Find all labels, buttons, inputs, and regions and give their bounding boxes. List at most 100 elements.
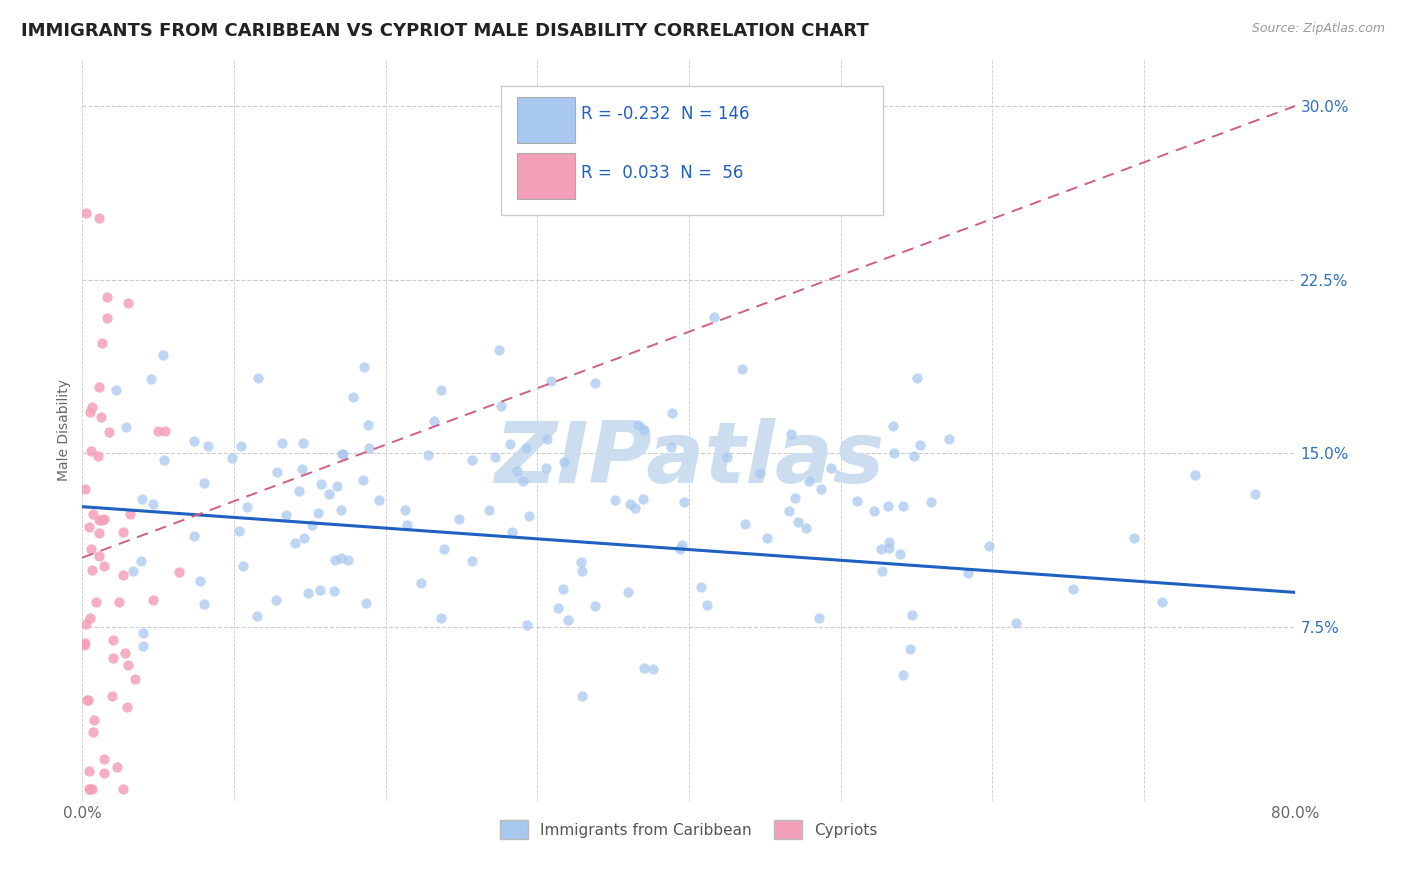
Point (96, 310, 118, 325)
Point (101, 689, 124, 703)
Point (284, 536, 307, 550)
Point (271, 436, 294, 450)
Point (668, 541, 690, 556)
Text: R = -0.232  N = 146: R = -0.232 N = 146 (581, 104, 749, 123)
Point (938, 432, 960, 446)
Point (433, 542, 456, 557)
Point (288, 484, 311, 499)
Text: IMMIGRANTS FROM CARIBBEAN VS CYPRIOT MALE DISABILITY CORRELATION CHART: IMMIGRANTS FROM CARIBBEAN VS CYPRIOT MAL… (21, 22, 869, 40)
Point (153, 453, 176, 467)
Point (810, 483, 832, 497)
Point (153, 425, 176, 439)
Point (903, 450, 925, 464)
Text: ZIPatlas: ZIPatlas (494, 418, 884, 501)
Point (460, 453, 482, 467)
Point (794, 521, 817, 535)
Point (696, 599, 718, 613)
Point (75, 636, 97, 650)
Point (352, 473, 374, 487)
Point (870, 565, 893, 579)
Point (77, 519, 100, 533)
Point (547, 601, 569, 615)
Point (336, 553, 359, 567)
Point (353, 359, 375, 374)
Point (232, 558, 254, 573)
Point (901, 608, 924, 623)
Point (77, 782, 100, 797)
Point (603, 493, 626, 508)
Point (96, 290, 118, 304)
Point (478, 503, 501, 517)
Point (77, 764, 100, 778)
Point (551, 582, 574, 596)
Point (883, 446, 905, 460)
Point (236, 500, 259, 514)
Point (90, 410, 112, 425)
Point (87, 549, 110, 563)
Point (247, 371, 270, 385)
Point (430, 383, 453, 397)
Point (82, 507, 104, 521)
Point (323, 584, 346, 599)
Point (889, 548, 911, 562)
Point (395, 517, 418, 532)
Point (571, 564, 593, 578)
Point (1005, 616, 1028, 631)
Point (863, 504, 886, 518)
Point (307, 507, 329, 521)
Point (409, 575, 432, 590)
Point (84, 595, 107, 609)
Point (105, 760, 128, 774)
Point (75, 482, 97, 496)
Point (274, 508, 297, 522)
Point (553, 455, 575, 469)
Point (76, 692, 98, 706)
Point (117, 296, 139, 310)
Point (142, 593, 165, 607)
Point (330, 503, 353, 517)
Point (330, 550, 353, 565)
Point (228, 524, 250, 539)
Point (633, 423, 655, 437)
Point (489, 399, 512, 413)
Point (779, 426, 801, 441)
Point (512, 475, 534, 489)
Y-axis label: Male Disability: Male Disability (58, 379, 72, 482)
Point (330, 447, 353, 461)
Point (332, 447, 354, 461)
Point (394, 502, 416, 516)
Point (820, 461, 842, 475)
Point (616, 585, 638, 599)
Point (83, 714, 105, 728)
Point (152, 348, 174, 362)
Point (447, 512, 470, 526)
Point (734, 516, 756, 531)
Point (77, 693, 100, 707)
Point (633, 661, 655, 675)
Point (908, 438, 931, 452)
Point (91, 335, 114, 350)
Legend: Immigrants from Caribbean, Cypriots: Immigrants from Caribbean, Cypriots (494, 814, 883, 845)
Point (1244, 487, 1267, 501)
Point (905, 371, 928, 385)
FancyBboxPatch shape (516, 153, 575, 199)
Point (121, 564, 143, 578)
Point (114, 646, 136, 660)
Point (80, 401, 103, 415)
Point (785, 491, 807, 505)
Point (93, 512, 115, 526)
Point (357, 441, 380, 455)
Point (142, 496, 165, 510)
Point (689, 581, 711, 595)
Text: R =  0.033  N =  56: R = 0.033 N = 56 (581, 164, 744, 182)
Point (79, 611, 101, 625)
Point (749, 466, 772, 480)
Point (75, 206, 97, 220)
Point (569, 556, 592, 570)
Point (501, 525, 523, 540)
Point (786, 516, 808, 530)
Point (1123, 531, 1146, 545)
Point (484, 450, 506, 465)
Point (626, 418, 648, 433)
Point (797, 474, 820, 488)
